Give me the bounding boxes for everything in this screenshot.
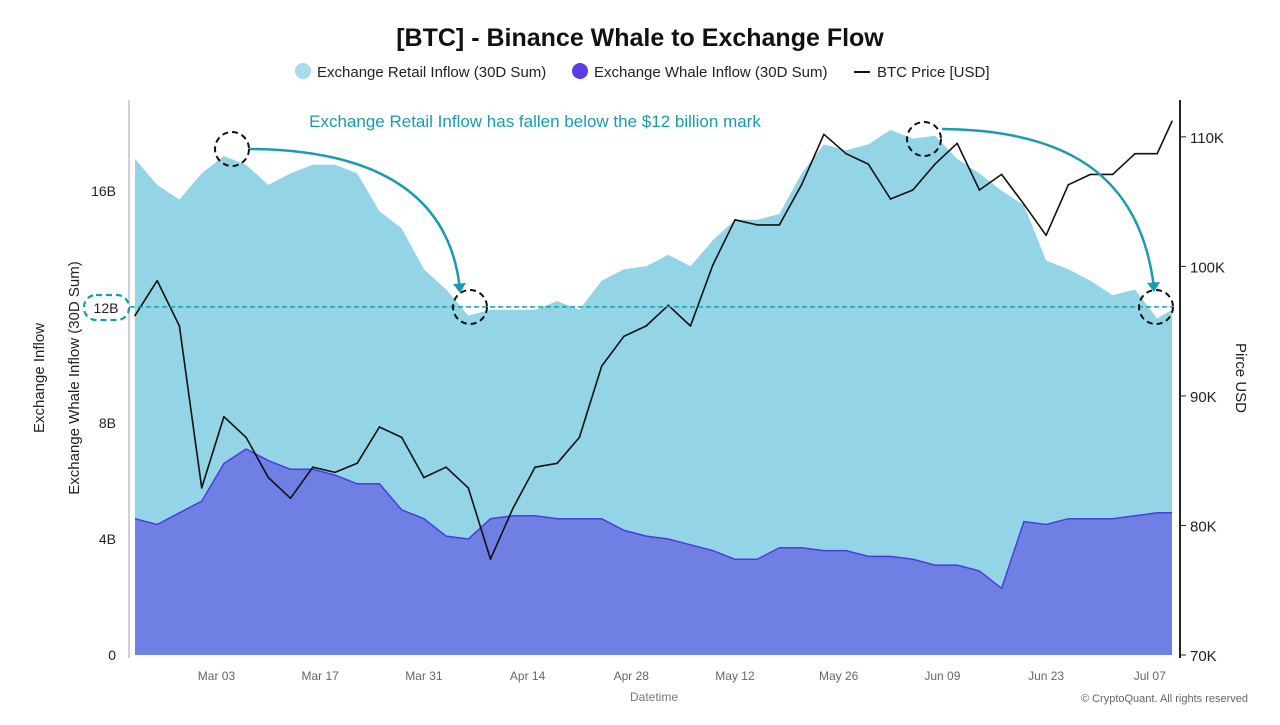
price-point bbox=[845, 152, 847, 155]
y-right-tick-label: 100K bbox=[1190, 259, 1225, 276]
price-point bbox=[311, 466, 314, 468]
y-right-tick-label: 110K bbox=[1190, 130, 1224, 147]
legend-marker-whale bbox=[572, 63, 588, 79]
price-point bbox=[156, 279, 159, 282]
x-tick-label: Mar 17 bbox=[301, 669, 339, 683]
price-point bbox=[178, 325, 181, 327]
x-axis-label: Datetime bbox=[630, 690, 678, 704]
highlight-circle bbox=[1138, 289, 1174, 325]
legend-label-price: BTC Price [USD] bbox=[877, 64, 990, 81]
price-point bbox=[600, 365, 603, 367]
arrow-head-icon bbox=[453, 283, 466, 293]
price-point bbox=[867, 163, 870, 165]
x-tick-label: Mar 03 bbox=[198, 669, 236, 683]
price-point bbox=[978, 189, 981, 191]
price-point bbox=[1045, 234, 1047, 237]
x-tick-label: Mar 31 bbox=[405, 669, 443, 683]
price-point bbox=[1156, 152, 1158, 155]
x-tick-label: Apr 28 bbox=[614, 669, 650, 683]
price-point bbox=[334, 471, 336, 474]
highlight-circle bbox=[906, 121, 942, 157]
price-point bbox=[378, 426, 381, 428]
price-point bbox=[667, 304, 670, 307]
price-point bbox=[511, 507, 514, 510]
chart-title: [BTC] - Binance Whale to Exchange Flow bbox=[396, 24, 884, 52]
legend-label-retail: Exchange Retail Inflow (30D Sum) bbox=[317, 64, 546, 81]
price-point bbox=[1111, 173, 1114, 176]
reference-label: 12B bbox=[94, 300, 119, 316]
price-point bbox=[911, 189, 914, 191]
x-tick-label: May 26 bbox=[819, 669, 859, 683]
price-point bbox=[1000, 173, 1003, 176]
price-point bbox=[134, 314, 136, 317]
y-left-tick-label: 0 bbox=[108, 647, 116, 663]
price-point bbox=[711, 264, 714, 266]
price-point bbox=[623, 335, 625, 338]
y-left-tick-label: 4B bbox=[99, 531, 116, 547]
annotation-headline: Exchange Retail Inflow has fallen below … bbox=[309, 112, 761, 131]
legend: Exchange Retail Inflow (30D Sum) Exchang… bbox=[295, 63, 990, 81]
annotations: Exchange Retail Inflow has fallen below … bbox=[82, 112, 1174, 325]
arrow-head-icon bbox=[1147, 282, 1160, 292]
y-right-tick-label: 90K bbox=[1190, 389, 1217, 406]
price-point bbox=[223, 415, 225, 418]
price-point bbox=[1023, 203, 1025, 206]
series-whale-area bbox=[135, 449, 1172, 655]
highlight-circle bbox=[214, 131, 250, 167]
y-axis-label-right: Pirce USD bbox=[1232, 343, 1249, 413]
price-point bbox=[800, 183, 803, 186]
series-price-line bbox=[134, 120, 1173, 560]
price-point bbox=[823, 133, 825, 136]
price-point bbox=[534, 466, 536, 468]
axes: 0 4B 8B 12B 16B 70K 80K 90K 100K 110K Mar 03 Mar 17… bbox=[91, 130, 1225, 683]
plot-area bbox=[134, 120, 1173, 655]
price-point bbox=[423, 476, 425, 479]
price-point bbox=[1171, 120, 1173, 123]
price-point bbox=[578, 436, 581, 439]
x-tick-label: Jun 09 bbox=[924, 669, 960, 683]
price-point bbox=[689, 325, 692, 327]
copyright: © CryptoQuant. All rights reserved bbox=[1081, 693, 1248, 705]
price-point bbox=[934, 163, 936, 165]
trend-arrow-2 bbox=[941, 127, 1156, 289]
price-point bbox=[1067, 183, 1070, 186]
price-point bbox=[489, 558, 492, 560]
highlight-circle bbox=[452, 289, 488, 325]
x-tick-label: May 12 bbox=[715, 669, 755, 683]
price-point bbox=[356, 462, 359, 465]
price-point bbox=[556, 462, 559, 465]
series-whale-line bbox=[134, 448, 1172, 590]
x-tick-label: Jul 07 bbox=[1134, 669, 1166, 683]
x-tick-label: Apr 14 bbox=[510, 669, 546, 683]
y-right-tick-label: 70K bbox=[1190, 648, 1217, 665]
price-point bbox=[245, 436, 247, 439]
y-left-tick-label: 16B bbox=[91, 183, 116, 199]
x-tick-label: Jun 23 bbox=[1028, 669, 1064, 683]
trend-arrow-1 bbox=[249, 147, 462, 291]
price-point bbox=[400, 436, 403, 439]
price-point bbox=[1089, 173, 1092, 176]
price-point bbox=[467, 487, 470, 489]
legend-marker-retail bbox=[295, 63, 311, 79]
price-point bbox=[289, 497, 292, 500]
price-point bbox=[445, 466, 447, 468]
y-right-tick-label: 80K bbox=[1190, 518, 1217, 535]
price-point bbox=[645, 325, 647, 327]
price-point bbox=[734, 218, 736, 221]
price-point bbox=[200, 487, 203, 489]
y-axis-label-outer: Exchange Inflow bbox=[31, 323, 48, 433]
y-left-tick-label: 8B bbox=[99, 415, 116, 431]
reference-label-box bbox=[82, 293, 131, 322]
price-point bbox=[778, 224, 781, 226]
price-point bbox=[267, 476, 270, 479]
price-point bbox=[889, 198, 892, 200]
price-point bbox=[1134, 152, 1136, 155]
legend-label-whale: Exchange Whale Inflow (30D Sum) bbox=[594, 64, 827, 81]
price-point bbox=[956, 142, 958, 145]
price-point bbox=[756, 224, 758, 226]
y-axis-label-inner: Exchange Whale Inflow (30D Sum) bbox=[66, 261, 83, 494]
